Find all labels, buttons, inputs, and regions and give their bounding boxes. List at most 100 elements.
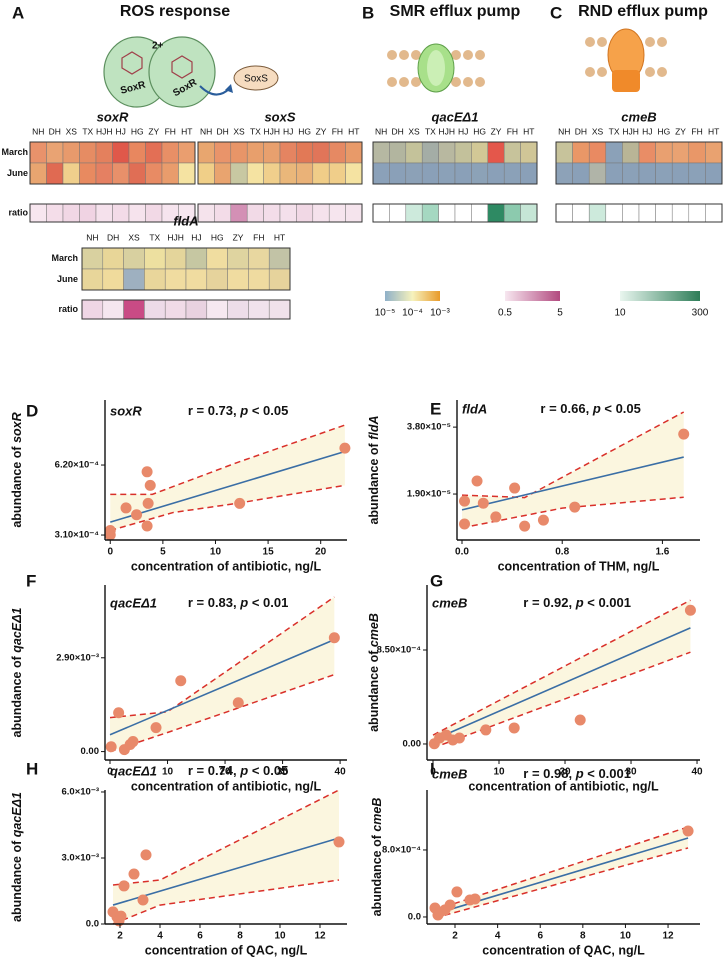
heatmap-cell <box>103 248 124 269</box>
y-axis-title: abundance of soxR <box>10 412 24 527</box>
heatmap-cell <box>247 142 263 163</box>
heatmap-column-label: XS <box>408 126 420 136</box>
heatmap-cell <box>406 142 422 163</box>
heatmap-cell <box>504 142 520 163</box>
gene-label: soxR <box>110 403 142 418</box>
panel-letter: H <box>26 759 38 778</box>
y-axis-title: abundance of cmeB <box>370 798 384 917</box>
data-point <box>472 476 483 487</box>
heatmap-cell <box>422 142 438 163</box>
heatmap-cell <box>162 142 179 163</box>
heatmap-cell <box>264 204 280 222</box>
heatmap-column-label: HG <box>211 232 224 242</box>
x-tick-label: 10 <box>620 931 632 942</box>
heatmap-cell <box>455 142 471 163</box>
y-tick-label: 8.0×10⁻⁴ <box>382 844 421 855</box>
heatmap-cell <box>439 163 455 184</box>
data-point <box>141 849 152 860</box>
heatmap-cell <box>248 248 269 269</box>
data-point <box>334 836 345 847</box>
heatmap-column-label: DH <box>575 126 587 136</box>
data-point <box>106 741 117 752</box>
panel-title: ROS response <box>120 3 230 20</box>
panel-title: SMR efflux pump <box>390 3 521 20</box>
heatmap-cell <box>124 248 145 269</box>
colorbar <box>385 291 440 301</box>
heatmap-cell <box>165 269 186 290</box>
data-point <box>113 707 124 718</box>
heatmap-column-label: DH <box>216 126 228 136</box>
heatmap-column-label: ZY <box>233 232 244 242</box>
data-point <box>138 895 149 906</box>
heatmap-cell <box>573 163 590 184</box>
heatmap-cell <box>622 204 639 222</box>
heatmap-column-label: NH <box>558 126 570 136</box>
heatmap-cell <box>129 163 146 184</box>
y-axis-title-part: soxR <box>10 412 24 443</box>
heatmap-cell <box>488 163 504 184</box>
data-point <box>480 724 491 735</box>
heatmap-column-label: TX <box>609 126 620 136</box>
heatmap-cell <box>373 204 389 222</box>
correlation-stat-part: r = 0.98, <box>523 766 575 781</box>
data-point <box>121 502 132 513</box>
heatmap-cell <box>296 204 312 222</box>
heatmap-column-label: HT <box>181 126 192 136</box>
correlation-stat-part: < 0.001 <box>584 595 631 610</box>
heatmap-row-label: ratio <box>58 304 78 314</box>
data-point <box>575 714 586 725</box>
y-tick-label: 0.0 <box>408 911 421 922</box>
y-axis-title-part: qacEΔ1 <box>10 792 24 837</box>
data-point <box>678 429 689 440</box>
data-point <box>119 880 130 891</box>
heatmap-column-label: HT <box>523 126 534 136</box>
x-tick-label: 6 <box>537 931 543 942</box>
heatmap-cell <box>124 300 145 319</box>
data-point <box>105 525 116 536</box>
x-tick-label: 5 <box>160 547 166 558</box>
panel-letter: G <box>430 571 443 590</box>
heatmap-column-label: NH <box>32 126 44 136</box>
heatmap-column-label: HT <box>708 126 719 136</box>
heatmap-cell <box>228 300 249 319</box>
heatmap-cell <box>30 204 47 222</box>
heatmap-cell <box>207 248 228 269</box>
heatmap-cell <box>214 142 230 163</box>
heatmap-cell <box>179 163 196 184</box>
heatmap-column-label: HG <box>298 126 311 136</box>
heatmap-cell <box>439 142 455 163</box>
heatmap-title: cmeB <box>621 109 656 124</box>
x-axis-title: concentration of QAC, ng/L <box>482 943 645 957</box>
x-tick-label: 2 <box>117 931 123 942</box>
y-tick-label: 6.20×10⁻⁴ <box>55 460 100 471</box>
correlation-stat-part: p <box>239 403 248 418</box>
heatmap-cell <box>639 204 656 222</box>
heatmap-cell <box>373 142 389 163</box>
target-label: SoxS <box>244 74 268 85</box>
y-tick-label: 3.80×10⁻⁵ <box>407 422 451 433</box>
heatmap-cell <box>214 163 230 184</box>
heatmap-cell <box>656 142 673 163</box>
heatmap-cell <box>521 163 537 184</box>
heatmap-cell <box>280 142 296 163</box>
heatmap-column-label: FH <box>253 232 264 242</box>
heatmap-cell <box>504 163 520 184</box>
correlation-stat-part: r = 0.73, <box>188 403 240 418</box>
heatmap-cell <box>313 163 329 184</box>
data-point <box>432 909 443 920</box>
heatmap-cell <box>639 142 656 163</box>
heatmap-cell <box>556 204 573 222</box>
gene-label: cmeB <box>432 595 467 610</box>
correlation-stat-part: r = 0.83, <box>188 595 240 610</box>
heatmap-cell <box>504 204 520 222</box>
heatmap-column-label: DH <box>391 126 403 136</box>
heatmap-cell <box>589 204 606 222</box>
x-tick-label: 6 <box>197 931 203 942</box>
panel-letter: F <box>26 571 36 590</box>
heatmap-cell <box>471 142 487 163</box>
y-tick-label: 0.0 <box>86 919 99 930</box>
correlation-stat-part: < 0.05 <box>248 403 288 418</box>
heatmap-row-label: June <box>7 168 28 178</box>
x-tick-label: 15 <box>263 547 275 558</box>
heatmap-column-label: HT <box>274 232 285 242</box>
